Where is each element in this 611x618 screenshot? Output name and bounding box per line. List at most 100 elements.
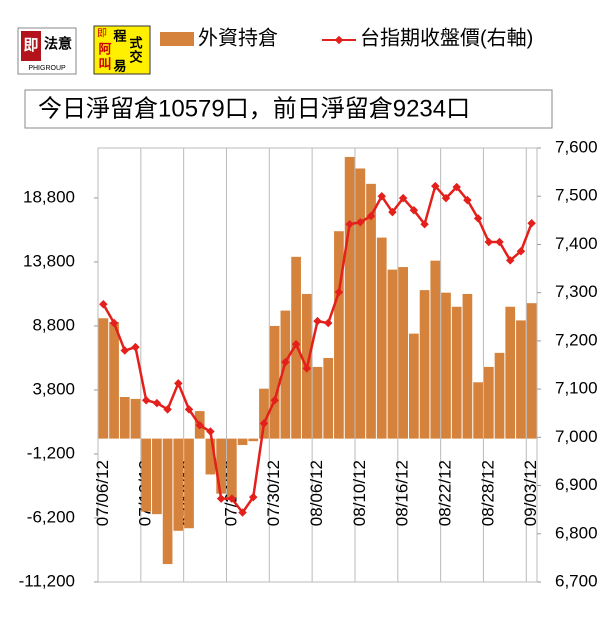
y2-tick-label: 7,300: [555, 282, 598, 301]
y2-tick-label: 6,800: [555, 523, 598, 542]
bar: [516, 320, 526, 439]
line-marker: [323, 318, 333, 328]
line-marker: [505, 256, 515, 265]
bar: [259, 388, 269, 439]
bar: [387, 269, 398, 439]
bar: [526, 303, 537, 439]
line-marker: [356, 218, 365, 227]
bar: [152, 438, 162, 515]
bar: [130, 398, 141, 439]
line-marker: [141, 395, 151, 405]
bar: [473, 382, 483, 439]
line-marker: [409, 205, 419, 215]
line-marker: [281, 357, 290, 367]
y-tick-label: -1,200: [27, 443, 75, 462]
line-marker: [345, 219, 354, 229]
logo1-name: 法意: [44, 36, 72, 52]
line-marker: [195, 421, 204, 430]
bar: [494, 352, 505, 439]
line-marker: [216, 494, 226, 503]
bar: [505, 306, 516, 439]
bar: [109, 322, 119, 439]
line-marker: [398, 193, 408, 203]
bar: [462, 293, 473, 439]
legend-marker: [334, 35, 344, 45]
line-marker: [131, 342, 140, 352]
line-marker: [270, 395, 279, 405]
bar: [98, 318, 109, 439]
line-marker: [484, 237, 494, 247]
line-marker: [377, 191, 386, 201]
bar: [216, 438, 226, 494]
bar: [141, 438, 152, 512]
bar: [248, 438, 259, 442]
logo2-box: [93, 25, 151, 75]
y2-tick-label: 7,200: [555, 330, 598, 349]
bar: [451, 306, 462, 439]
y-tick-label: 8,800: [32, 315, 75, 334]
logo2-char: 程: [113, 28, 126, 43]
y2-tick-label: 6,900: [555, 475, 598, 494]
line-marker: [334, 287, 344, 297]
line-marker: [441, 193, 451, 203]
y-tick-label: 3,800: [32, 379, 75, 398]
logo2-char: 易: [113, 58, 126, 73]
logo1-icon: 即: [23, 37, 38, 54]
y2-tick-label: 7,400: [555, 234, 598, 253]
logo2-char: 即: [97, 28, 107, 40]
subtitle: 今日淨留倉10579口，前日淨留倉9234口: [38, 95, 470, 122]
logo1-icon-bg: [21, 31, 41, 61]
bar: [409, 333, 419, 439]
line-marker: [420, 219, 429, 229]
bar: [376, 237, 387, 439]
line-marker: [249, 492, 258, 502]
line-marker: [463, 195, 472, 205]
bar: [323, 357, 334, 439]
y-tick-label: 18,800: [23, 187, 75, 206]
line-marker: [259, 419, 269, 428]
bar: [441, 292, 451, 439]
logo1-sub: PHIGROUP: [28, 65, 66, 72]
line-marker: [313, 316, 322, 326]
bar: [355, 168, 366, 439]
line-marker: [366, 211, 376, 221]
line-marker: [291, 340, 301, 349]
x-tick-label: 08/28/12: [478, 460, 497, 526]
legend-label: 台指期收盤價(右軸): [360, 26, 533, 49]
line-marker: [99, 299, 108, 309]
bar: [205, 438, 216, 475]
y-tick-label: -11,200: [19, 571, 75, 590]
logo2-char: 叫: [98, 56, 111, 71]
y-tick-label: 13,800: [23, 251, 75, 270]
y2-tick-label: 6,700: [555, 571, 598, 590]
line-marker: [206, 427, 215, 436]
x-tick-label: 09/03/12: [521, 460, 540, 526]
x-tick-label: 07/30/12: [264, 460, 283, 526]
bar: [119, 397, 130, 439]
x-tick-label: 07/06/12: [93, 460, 112, 526]
line-marker: [431, 181, 440, 191]
y2-tick-label: 7,500: [555, 186, 598, 205]
line-marker: [120, 346, 130, 355]
line-marker: [495, 237, 504, 247]
legend-swatch: [160, 32, 194, 46]
line-marker: [452, 182, 461, 192]
line-marker: [473, 214, 483, 223]
bar: [312, 366, 323, 439]
line-marker: [109, 318, 119, 328]
logo2: 即 程 阿 式 交 叫 易: [93, 25, 151, 75]
subtitle-box: [24, 89, 553, 129]
x-tick-label: 08/10/12: [350, 460, 369, 526]
logo2-char: 交: [129, 49, 142, 64]
bar: [269, 325, 280, 439]
x-tick-label: 08/06/12: [307, 460, 326, 526]
logo1: 即 法意 PHIGROUP: [17, 27, 77, 75]
bar: [173, 438, 184, 531]
x-tick-label: 08/16/12: [393, 460, 412, 526]
line-marker: [227, 494, 237, 503]
bar: [334, 231, 344, 439]
bar: [430, 260, 441, 439]
line-marker: [152, 398, 162, 408]
legend-label: 外資持倉: [198, 26, 278, 49]
y-tick-label: -6,200: [27, 507, 75, 526]
